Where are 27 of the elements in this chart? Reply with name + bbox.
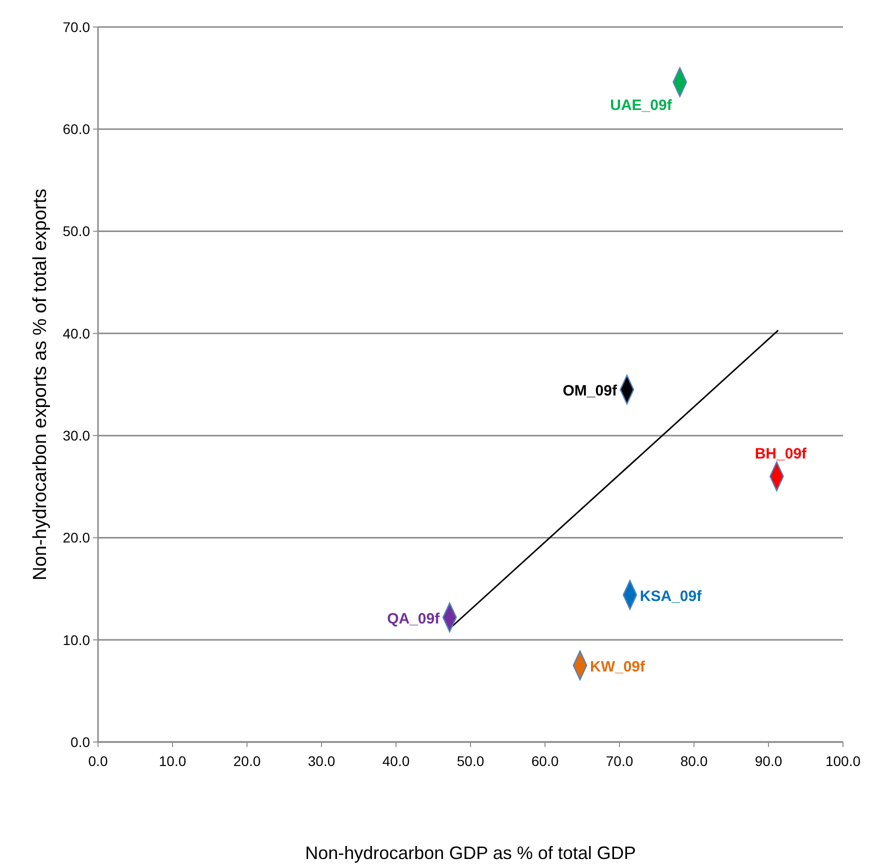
x-tick-label: 50.0 (456, 753, 484, 769)
x-tick-label: 40.0 (382, 753, 410, 769)
x-tick-label: 0.0 (88, 753, 108, 769)
y-tick-label: 40.0 (62, 325, 90, 342)
y-tick-label: 60.0 (62, 121, 90, 138)
x-tick-label: 70.0 (606, 753, 634, 769)
x-tick-label: 90.0 (754, 753, 782, 769)
x-tick-label: 100.0 (825, 753, 861, 769)
x-tick-label: 60.0 (531, 753, 559, 769)
y-tick-label: 70.0 (62, 18, 90, 35)
y-tick-label: 10.0 (62, 632, 90, 648)
series-label: BH_09f (754, 445, 808, 462)
y-tick-label: 20.0 (62, 530, 90, 546)
y-tick-label: 0.0 (70, 734, 90, 750)
series-label: UAE_09f (610, 97, 673, 114)
x-tick-label: 30.0 (308, 753, 336, 769)
y-tick-label: 50.0 (62, 223, 90, 240)
series-label: OM_09f (562, 382, 618, 400)
series-label: KW_09f (590, 658, 646, 676)
x-axis-title: Non-hydrocarbon GDP as % of total GDP (305, 843, 636, 863)
series-label: KSA_09f (640, 588, 703, 605)
x-tick-label: 80.0 (680, 753, 708, 769)
series-label: QA_09f (387, 610, 441, 628)
y-tick-label: 30.0 (62, 427, 90, 444)
x-tick-label: 10.0 (158, 753, 186, 769)
x-tick-label: 20.0 (233, 753, 261, 769)
y-axis-title: Non-hydrocarbon exports as % of total exports (30, 188, 51, 580)
